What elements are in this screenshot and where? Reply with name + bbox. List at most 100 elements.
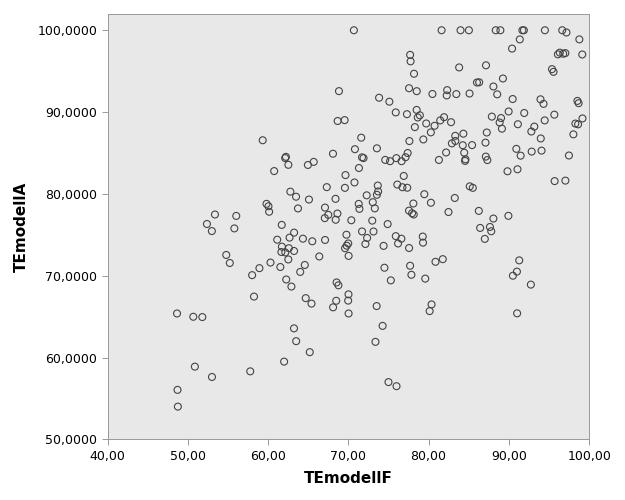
Point	[284, 234, 294, 241]
Point	[368, 198, 378, 206]
Point	[298, 234, 308, 242]
Point	[281, 248, 291, 256]
Point	[382, 220, 392, 228]
Point	[418, 232, 428, 240]
Point	[511, 145, 521, 153]
Point	[276, 248, 286, 256]
Point	[481, 152, 491, 160]
Point	[354, 164, 364, 172]
Point	[264, 208, 274, 216]
Point	[474, 207, 484, 215]
Point	[286, 282, 296, 290]
Point	[172, 310, 182, 318]
Point	[379, 264, 389, 272]
Point	[370, 204, 380, 212]
Point	[496, 114, 506, 122]
Y-axis label: TEmodellA: TEmodellA	[14, 182, 29, 272]
Point	[467, 141, 477, 149]
Point	[418, 238, 428, 246]
Point	[398, 183, 408, 191]
Point	[308, 238, 318, 246]
Point	[281, 153, 291, 161]
Point	[540, 26, 550, 34]
Point	[303, 161, 313, 169]
Point	[354, 205, 364, 213]
Point	[397, 157, 407, 165]
Point	[540, 116, 550, 124]
Point	[408, 200, 418, 207]
Point	[480, 235, 490, 243]
Point	[332, 117, 342, 125]
Point	[404, 206, 414, 214]
Point	[384, 98, 394, 106]
Point	[279, 358, 289, 366]
Point	[574, 36, 584, 44]
Point	[486, 228, 496, 235]
Point	[346, 216, 356, 224]
Point	[450, 194, 460, 202]
Point	[406, 58, 416, 66]
Point	[306, 300, 316, 308]
Point	[343, 296, 353, 304]
Point	[402, 149, 412, 157]
Point	[373, 188, 383, 196]
Point	[404, 137, 414, 145]
Point	[491, 26, 501, 34]
Point	[468, 184, 478, 192]
Point	[536, 134, 546, 142]
Point	[515, 36, 525, 44]
Point	[283, 256, 293, 264]
Point	[482, 156, 492, 164]
Point	[578, 114, 587, 122]
Point	[503, 168, 512, 175]
Point	[344, 290, 354, 298]
Point	[512, 310, 522, 318]
Point	[320, 236, 330, 244]
Point	[190, 362, 200, 370]
Point	[333, 282, 343, 290]
Point	[362, 192, 372, 200]
Point	[512, 268, 522, 276]
Point	[558, 26, 568, 34]
Point	[391, 382, 401, 390]
Point	[526, 280, 536, 288]
Point	[404, 84, 414, 92]
Point	[284, 244, 294, 252]
Point	[198, 313, 208, 321]
Point	[561, 176, 571, 184]
Point	[561, 49, 571, 57]
Point	[561, 28, 571, 36]
Point	[458, 130, 468, 138]
Point	[374, 94, 384, 102]
Point	[391, 232, 401, 240]
Point	[426, 128, 436, 136]
Point	[465, 182, 475, 190]
Point	[439, 113, 449, 121]
Point	[437, 26, 447, 34]
Point	[412, 114, 422, 122]
Point	[245, 368, 255, 376]
Point	[289, 228, 299, 236]
Point	[573, 120, 583, 128]
Point	[429, 122, 439, 130]
Point	[402, 110, 412, 118]
X-axis label: TEmodellF: TEmodellF	[304, 471, 392, 486]
Point	[451, 90, 461, 98]
Point	[254, 264, 264, 272]
Point	[503, 212, 513, 220]
Point	[207, 227, 217, 235]
Point	[527, 148, 537, 156]
Point	[406, 271, 416, 279]
Point	[331, 195, 341, 203]
Point	[438, 255, 448, 263]
Point	[300, 261, 310, 269]
Point	[450, 132, 460, 140]
Point	[549, 68, 559, 76]
Point	[474, 78, 484, 86]
Point	[276, 263, 286, 271]
Point	[272, 236, 282, 244]
Point	[328, 304, 338, 312]
Point	[286, 188, 296, 196]
Point	[341, 230, 351, 238]
Point	[349, 26, 359, 34]
